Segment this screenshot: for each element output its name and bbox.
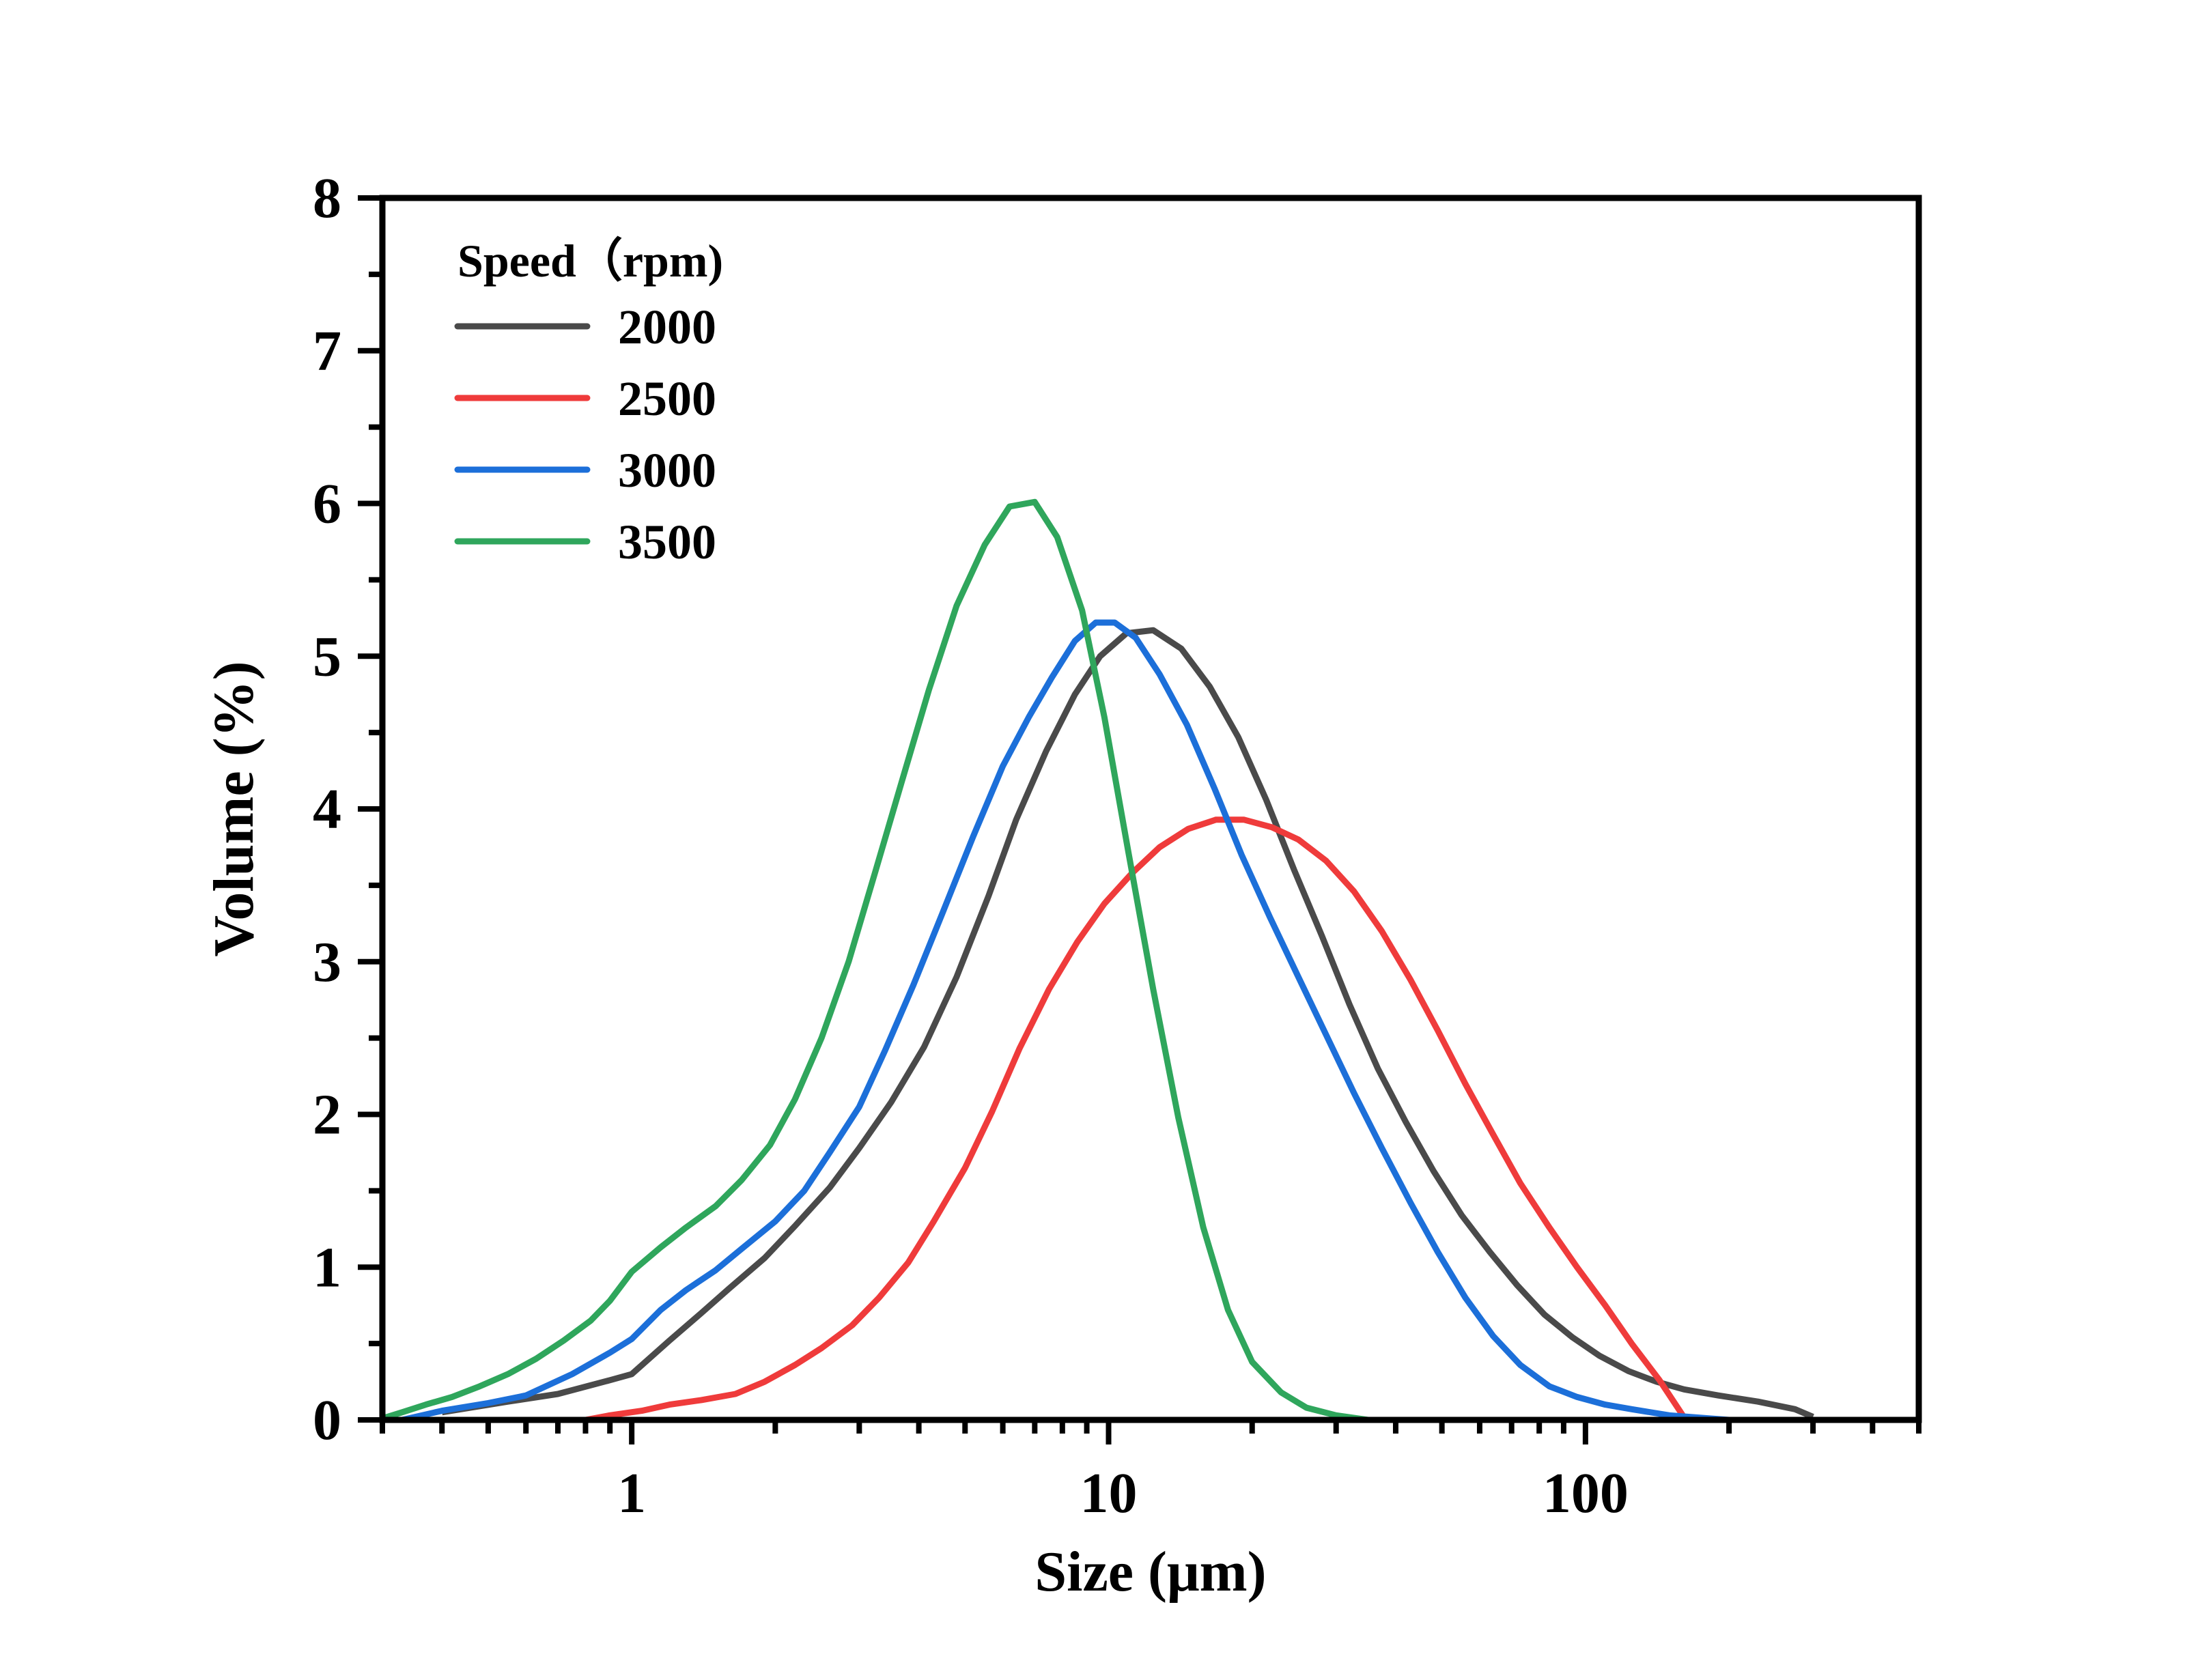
legend-label-2000: 2000 bbox=[618, 300, 716, 354]
plot-frame bbox=[379, 195, 1922, 1423]
y-axis: 0 1 2 3 4 5 6 7 8 bbox=[313, 167, 382, 1452]
legend-label-3500: 3500 bbox=[618, 515, 716, 569]
legend-label-3000: 3000 bbox=[618, 443, 716, 498]
y-tick-label: 4 bbox=[313, 778, 341, 841]
y-tick-label: 5 bbox=[313, 625, 341, 688]
series-line-2000 bbox=[441, 627, 1814, 1420]
y-axis-title: Volume (%) bbox=[202, 661, 266, 956]
x-tick-label: 10 bbox=[1080, 1462, 1138, 1525]
y-tick-label: 0 bbox=[313, 1389, 341, 1452]
y-tick-label: 1 bbox=[313, 1236, 341, 1299]
x-tick-label: 1 bbox=[617, 1462, 646, 1525]
x-axis-title: Size (μm) bbox=[1034, 1540, 1266, 1604]
legend: Speed（rpm) 2000 2500 3000 3500 bbox=[454, 235, 723, 569]
series-line-3500 bbox=[381, 498, 1369, 1423]
x-tick-label: 100 bbox=[1543, 1462, 1629, 1525]
series-line-2500 bbox=[585, 816, 1686, 1423]
y-tick-label: 2 bbox=[313, 1083, 341, 1147]
legend-label-2500: 2500 bbox=[618, 371, 716, 426]
series-layer bbox=[381, 498, 1814, 1423]
y-tick-label: 8 bbox=[313, 167, 341, 230]
y-tick-label: 7 bbox=[313, 319, 341, 383]
x-axis: 1 10 100 bbox=[380, 1420, 1922, 1525]
y-tick-label: 3 bbox=[313, 930, 341, 994]
legend-title: Speed（rpm) bbox=[458, 235, 723, 287]
y-tick-label: 6 bbox=[313, 472, 341, 536]
